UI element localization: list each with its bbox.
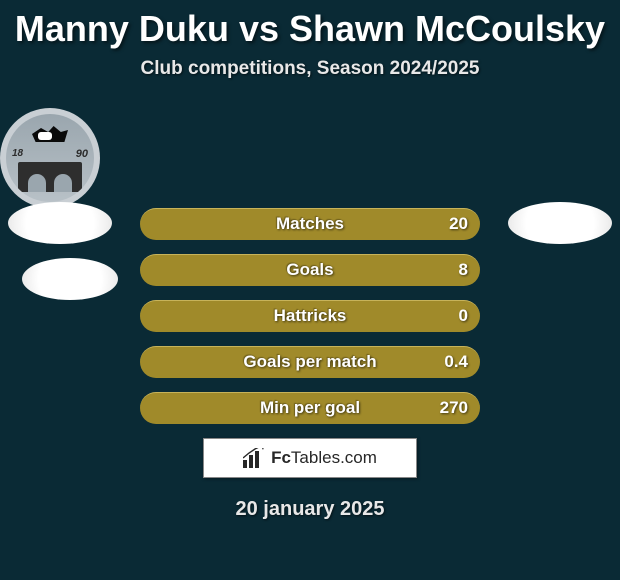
stat-label: Matches [276, 214, 344, 234]
crest-year-right: 90 [76, 148, 88, 160]
stat-value-right: 270 [440, 398, 468, 418]
stat-row: Goals 8 [140, 254, 480, 286]
stat-row: Matches 20 [140, 208, 480, 240]
stat-row: Goals per match 0.4 [140, 346, 480, 378]
right-crest-bottom: 18 90 [0, 108, 100, 208]
stat-label: Goals per match [243, 352, 376, 372]
brand-main: Tables [291, 448, 340, 467]
main-area: 18 90 Matches 20 Goals 8 Hattricks 0 Goals per… [0, 108, 620, 521]
page-subtitle: Club competitions, Season 2024/2025 [0, 50, 620, 80]
stat-row: Min per goal 270 [140, 392, 480, 424]
stat-label: Hattricks [274, 306, 347, 326]
stat-value-right: 20 [449, 214, 468, 234]
crest-year-left: 18 [12, 148, 23, 159]
stat-value-right: 0.4 [444, 352, 468, 372]
brand-prefix: Fc [271, 448, 291, 467]
brand-suffix: .com [340, 448, 377, 467]
magpie-icon [32, 122, 68, 142]
crest-inner: 18 90 [6, 114, 94, 202]
stat-label: Goals [286, 260, 333, 280]
stat-row: Hattricks 0 [140, 300, 480, 332]
left-crest-top [8, 202, 112, 244]
brand-box[interactable]: FcTables.com [203, 438, 417, 478]
page-title: Manny Duku vs Shawn McCoulsky [0, 0, 620, 50]
stat-label: Min per goal [260, 398, 360, 418]
brand-text: FcTables.com [271, 448, 377, 468]
right-crest-top [508, 202, 612, 244]
left-crest-bottom [22, 258, 118, 300]
bridge-icon [18, 162, 82, 192]
bar-chart-icon [243, 448, 265, 468]
stat-value-right: 8 [459, 260, 468, 280]
stat-bars: Matches 20 Goals 8 Hattricks 0 Goals per match… [140, 208, 480, 424]
stat-value-right: 0 [459, 306, 468, 326]
date-label: 20 january 2025 [0, 498, 620, 521]
